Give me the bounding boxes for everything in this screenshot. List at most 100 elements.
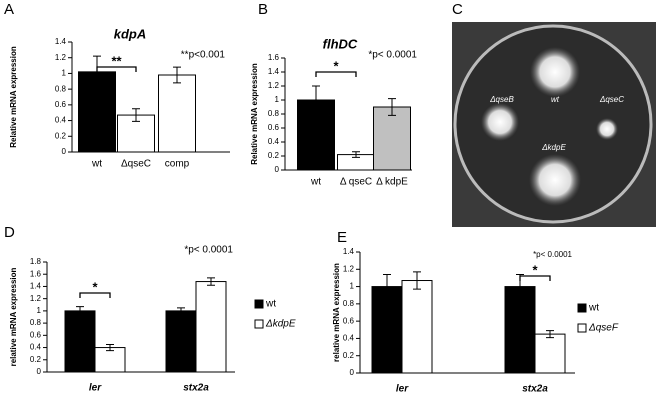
error-bar: [173, 66, 181, 84]
y-axis-label: relative mRNA expression: [9, 267, 18, 366]
y-tick-label: 0.6: [268, 123, 280, 132]
error-bar: [177, 307, 185, 315]
y-tick-label: 1.4: [55, 37, 67, 46]
error-bar: [106, 344, 114, 352]
y-tick-label: 1.8: [30, 257, 42, 266]
y-tick-label: 1.4: [268, 67, 280, 76]
y-tick-label: 0.8: [30, 318, 42, 327]
y-tick-label: 0.2: [55, 131, 67, 140]
y-tick-label: 0: [275, 165, 280, 174]
y-tick-label: 1.2: [55, 53, 67, 62]
significance-label: **: [111, 53, 122, 68]
panel-letter: E: [337, 229, 347, 246]
y-tick-label: 0.6: [30, 330, 42, 339]
panel-letter: A: [4, 1, 14, 18]
bar: [504, 286, 536, 374]
y-axis-label: Relative mRNA expression: [9, 46, 18, 148]
significance-bracket: [519, 275, 551, 281]
strain-label: wt: [551, 95, 560, 104]
panel-letter: B: [258, 1, 268, 18]
significance-bracket: [315, 71, 357, 77]
x-tick-label: stx2a: [183, 383, 209, 394]
colony: [481, 103, 519, 141]
chart-title: kdpA: [114, 26, 147, 41]
bar: [158, 74, 196, 153]
y-tick-label: 0: [62, 147, 67, 156]
bar: [94, 347, 126, 373]
legend-label: wt: [588, 303, 599, 314]
error-bar: [383, 273, 391, 300]
y-tick-label: 0.8: [343, 299, 355, 308]
x-tick-label: ΔqseC: [121, 159, 151, 170]
x-tick-label: Δ qseC: [340, 177, 372, 188]
colony: [530, 47, 580, 97]
x-tick-label: wt: [91, 159, 102, 170]
y-tick-label: 0: [350, 368, 355, 377]
y-axis-label: relative mRNA expression: [332, 263, 341, 362]
legend-label: ΔqseF: [588, 323, 619, 334]
legend-swatch: [577, 303, 587, 313]
bar: [373, 106, 411, 171]
x-tick-label: Δ kdpE: [376, 177, 408, 188]
y-axis-label: Relative mRNA expression: [250, 63, 259, 165]
error-bar: [312, 85, 320, 115]
significance-label: *: [92, 279, 98, 294]
y-tick-label: 1.6: [30, 269, 42, 278]
strain-label: ΔkdpE: [541, 143, 566, 152]
y-tick-label: 0.4: [55, 116, 67, 125]
bar: [401, 280, 433, 374]
x-tick-label: ler: [89, 383, 102, 394]
error-bar: [207, 277, 215, 286]
panel-letter: D: [4, 224, 15, 241]
legend-swatch: [254, 319, 264, 329]
y-tick-label: 1.6: [268, 53, 280, 62]
panel-letter: C: [452, 1, 463, 18]
bar: [371, 286, 403, 374]
y-tick-label: 1.2: [30, 294, 42, 303]
bar: [534, 333, 566, 374]
error-bar: [546, 330, 554, 339]
y-tick-label: 0.2: [268, 151, 280, 160]
colony: [529, 154, 581, 206]
y-tick-label: 1: [62, 69, 67, 78]
y-tick-label: 1.4: [343, 247, 355, 256]
annotation: *p< 0.0001: [533, 250, 572, 259]
legend-swatch: [577, 323, 587, 333]
bar: [64, 310, 96, 373]
significance-label: *: [532, 262, 538, 277]
y-tick-label: 0.6: [55, 100, 67, 109]
x-tick-label: comp: [165, 159, 190, 170]
strain-label: ΔqseC: [599, 95, 624, 104]
error-bar: [352, 151, 360, 158]
error-bar: [76, 306, 84, 316]
y-tick-label: 1: [275, 95, 280, 104]
y-tick-label: 1.2: [268, 81, 280, 90]
plate-photo: ΔqseB wt ΔqseC ΔkdpE: [452, 22, 656, 227]
x-tick-label: ler: [396, 384, 409, 395]
y-tick-label: 0: [37, 367, 42, 376]
colony: [596, 118, 618, 140]
x-tick-label: stx2a: [522, 384, 548, 395]
y-tick-label: 1: [37, 306, 42, 315]
error-bar: [132, 108, 140, 122]
strain-label: ΔqseB: [489, 95, 514, 104]
annotation: **p<0.001: [181, 50, 226, 61]
error-bar: [413, 271, 421, 290]
y-tick-label: 0.2: [30, 355, 42, 364]
y-tick-label: 0.4: [30, 343, 42, 352]
legend-swatch: [254, 299, 264, 309]
bar: [195, 281, 227, 373]
y-tick-label: 0.8: [268, 109, 280, 118]
y-tick-label: 0.6: [343, 316, 355, 325]
significance-bracket: [79, 292, 111, 298]
legend-label: wt: [265, 299, 276, 310]
x-tick-label: wt: [310, 177, 321, 188]
bar: [165, 310, 197, 373]
y-tick-label: 1: [350, 282, 355, 291]
annotation: *p< 0.0001: [368, 50, 417, 61]
annotation: *p< 0.0001: [184, 245, 233, 256]
y-tick-label: 0.4: [268, 137, 280, 146]
y-tick-label: 1.4: [30, 282, 42, 291]
y-tick-label: 0.8: [55, 84, 67, 93]
